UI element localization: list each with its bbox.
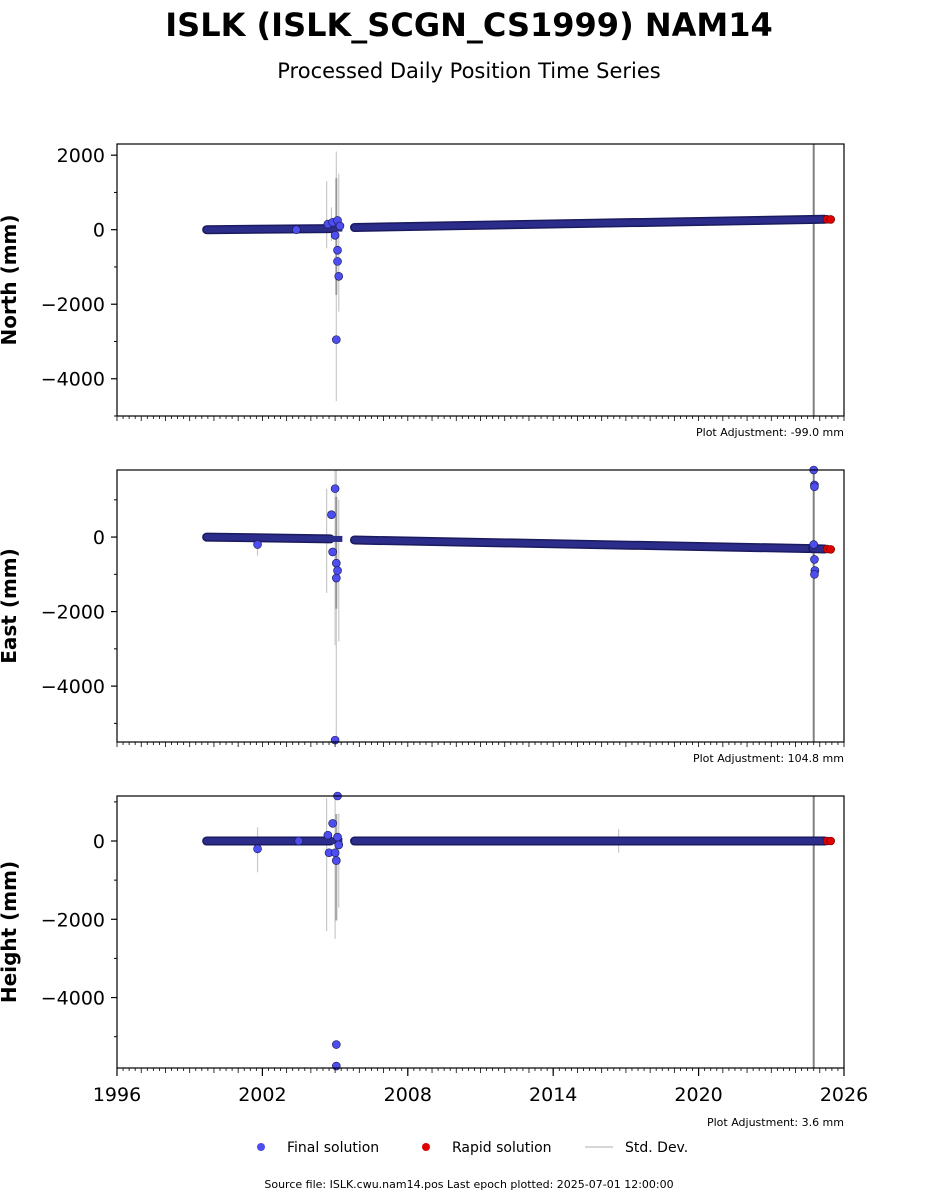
y-tick-label: −2000 bbox=[41, 294, 105, 316]
y-tick-label: −2000 bbox=[41, 602, 105, 624]
final-point bbox=[328, 819, 337, 828]
final-point bbox=[335, 221, 345, 231]
final-point bbox=[332, 558, 341, 568]
final-series-line bbox=[351, 537, 816, 552]
y-axis-label: North (mm) bbox=[0, 214, 21, 345]
rapid-point bbox=[826, 215, 835, 224]
legend-std-label: Std. Dev. bbox=[625, 1140, 688, 1156]
final-point bbox=[323, 830, 333, 840]
x-tick-label: 2020 bbox=[674, 1084, 722, 1106]
final-point bbox=[333, 245, 342, 255]
y-axis-label: Height (mm) bbox=[0, 861, 21, 1003]
final-point bbox=[330, 848, 340, 858]
legend-final-marker bbox=[257, 1143, 265, 1151]
legend-rapid-label: Rapid solution bbox=[452, 1140, 552, 1156]
x-tick-label: 1996 bbox=[93, 1084, 141, 1106]
chart-title: ISLK (ISLK_SCGN_CS1999) NAM14 bbox=[165, 6, 773, 44]
final-point bbox=[810, 570, 819, 579]
final-point bbox=[333, 832, 342, 842]
source-footer: Source file: ISLK.cwu.nam14.pos Last epo… bbox=[264, 1178, 673, 1191]
panel-3: −4000 −2000 0 1996 2002 2008 2014 2020 2026 Heigh… bbox=[0, 791, 868, 1129]
y-tick-label: −4000 bbox=[41, 369, 105, 391]
final-point bbox=[330, 230, 340, 240]
plot-adjustment: Plot Adjustment: 3.6 mm bbox=[707, 1116, 844, 1129]
y-tick-label: −4000 bbox=[41, 988, 105, 1010]
chart-subtitle: Processed Daily Position Time Series bbox=[277, 59, 661, 83]
x-tick-label: 2002 bbox=[238, 1084, 286, 1106]
final-point bbox=[332, 856, 341, 865]
final-point bbox=[332, 1061, 341, 1071]
final-point bbox=[327, 510, 336, 520]
y-tick-label: −4000 bbox=[41, 676, 105, 698]
rapid-point bbox=[826, 836, 835, 846]
panel-2: −4000 −2000 0 East (mm) Plot Adjustment: 104… bbox=[0, 465, 845, 765]
y-tick-label: 0 bbox=[93, 220, 105, 242]
final-series-line bbox=[203, 534, 334, 542]
x-tick-label: 2008 bbox=[384, 1084, 432, 1106]
final-point bbox=[333, 257, 342, 266]
y-tick-label: 2000 bbox=[57, 145, 105, 167]
axes-frame bbox=[116, 143, 845, 417]
final-point bbox=[294, 836, 304, 846]
y-axis-label: East (mm) bbox=[0, 548, 21, 664]
y-tick-label: −2000 bbox=[41, 909, 105, 931]
plot-adjustment: Plot Adjustment: 104.8 mm bbox=[693, 752, 844, 765]
final-point bbox=[810, 482, 819, 492]
x-tick-label: 2014 bbox=[529, 1084, 577, 1106]
rapid-point bbox=[826, 545, 835, 554]
final-point bbox=[332, 1040, 341, 1049]
final-point bbox=[334, 271, 344, 281]
axes-frame bbox=[116, 469, 845, 743]
final-point bbox=[292, 225, 301, 234]
final-series-line bbox=[203, 225, 334, 233]
final-point bbox=[253, 844, 262, 854]
final-series-line bbox=[351, 216, 828, 231]
final-point bbox=[810, 555, 819, 564]
x-tick-label: 2026 bbox=[820, 1084, 868, 1106]
legend-rapid-marker bbox=[422, 1143, 430, 1151]
final-point bbox=[809, 540, 819, 549]
final-point bbox=[332, 573, 341, 583]
final-point bbox=[334, 840, 344, 850]
y-tick-label: 0 bbox=[93, 527, 105, 549]
final-point bbox=[253, 540, 262, 549]
panel-1: −4000 −2000 0 2000 North (mm) Plot Adjustment… bbox=[0, 143, 845, 439]
final-point bbox=[330, 484, 340, 493]
legend-final-label: Final solution bbox=[287, 1140, 379, 1156]
final-point bbox=[332, 335, 341, 344]
panels: −4000 −2000 0 2000 North (mm) Plot Adjustment… bbox=[0, 143, 868, 1129]
legend: Final solution Rapid solution Std. Dev. bbox=[257, 1140, 688, 1156]
plot-adjustment: Plot Adjustment: -99.0 mm bbox=[696, 426, 844, 439]
final-point bbox=[328, 547, 337, 557]
y-tick-label: 0 bbox=[93, 831, 105, 853]
final-point bbox=[333, 566, 342, 575]
